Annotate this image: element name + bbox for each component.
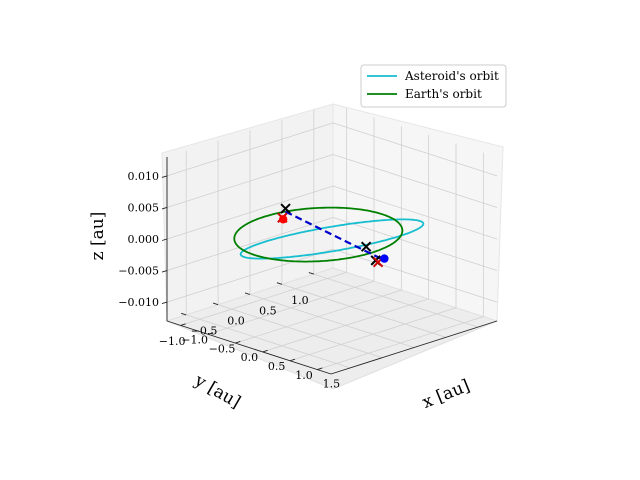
- y-tick-label-2: 0.0: [227, 315, 245, 328]
- x-axis-line: [166, 320, 332, 375]
- x-tick-mark-3: [262, 349, 268, 353]
- y-tick-label-4: −1.0: [159, 335, 186, 348]
- x-tick-mark-5: [317, 367, 323, 371]
- markers: [277, 203, 389, 268]
- grid-z-back-4: [332, 248, 498, 303]
- grid-y-floor-4: [186, 314, 351, 369]
- legend: Asteroid's orbit Earth's orbit: [360, 64, 507, 108]
- y-axis-label: y [au]: [190, 370, 244, 413]
- grid-z-left-1: [166, 154, 334, 208]
- asteroid-orbit-line: [239, 218, 425, 260]
- x-tick-mark-4: [289, 358, 296, 362]
- y-tick-mark-4: [181, 312, 187, 316]
- x-tick-label-2: 0.0: [241, 351, 259, 364]
- x-tick-mark-2: [235, 341, 241, 344]
- y-tick-label-1: 0.5: [259, 304, 277, 317]
- z-tick-mark-4: [161, 301, 168, 305]
- x-axis-label: x [au]: [420, 376, 473, 413]
- z-tick-label-0: 0.010: [128, 170, 160, 183]
- z-tick-mark-0: [161, 175, 168, 178]
- y-tick-mark-2: [244, 292, 251, 295]
- x-tick-label-1: −0.5: [209, 342, 236, 355]
- grid-z-left-2: [166, 185, 334, 240]
- grid-lines: [166, 108, 498, 370]
- x-tick-label-4: 1.0: [295, 369, 313, 382]
- x-tick-label-0: −1.0: [181, 333, 208, 346]
- z-tick-label-4: −0.010: [118, 296, 159, 309]
- grid-z-back-3: [332, 217, 498, 271]
- x-tick-label-5: 1.5: [323, 378, 341, 391]
- series-layer: [233, 203, 425, 268]
- y-axis-line: [330, 320, 498, 375]
- axes-panes: [161, 103, 504, 390]
- y-tick-mark-0: [308, 272, 314, 275]
- grid-z-back-2: [332, 185, 498, 240]
- transfer-path-line: [285, 210, 383, 260]
- grid-z-left-4: [166, 248, 334, 303]
- grid-y-floor-3: [217, 304, 383, 359]
- z-tick-label-3: −0.005: [118, 265, 159, 278]
- x-tick-label-3: 0.5: [268, 360, 286, 373]
- y-tick-label-3: −0.5: [191, 325, 218, 338]
- y-tick-mark-1: [276, 282, 283, 285]
- x-tick-mark-1: [207, 332, 214, 335]
- z-tick-label-2: 0.000: [128, 233, 160, 246]
- legend-label-earth: Earth's orbit: [405, 87, 482, 101]
- x-tick-mark-0: [180, 323, 186, 326]
- z-axis-label: z [au]: [88, 212, 108, 261]
- z-tick-mark-3: [161, 270, 168, 273]
- tick-labels: −1.0−0.50.00.51.01.51.00.50.0−0.5−1.00.0…: [118, 170, 340, 391]
- y-tick-label-0: 1.0: [291, 294, 309, 307]
- legend-box: [360, 64, 507, 108]
- legend-label-asteroid: Asteroid's orbit: [404, 69, 499, 83]
- grid-z-back-1: [332, 154, 498, 208]
- z-tick-mark-1: [161, 207, 168, 210]
- marker-dot-5: [278, 215, 288, 224]
- grid-z-left-3: [166, 217, 334, 271]
- z-tick-mark-2: [161, 238, 168, 241]
- marker-x-0: [280, 203, 291, 214]
- marker-dot-6: [380, 254, 389, 263]
- grid-z-left-0: [166, 122, 334, 177]
- grid-y-floor-1: [281, 283, 447, 338]
- z-tick-label-1: 0.005: [128, 201, 160, 214]
- grid-z-back-0: [332, 122, 498, 177]
- grid-y-floor-2: [249, 294, 415, 348]
- grid-y-floor-0: [313, 273, 478, 328]
- y-tick-mark-3: [212, 302, 219, 306]
- marker-x-1: [360, 241, 372, 252]
- earth-orbit-line: [233, 206, 404, 263]
